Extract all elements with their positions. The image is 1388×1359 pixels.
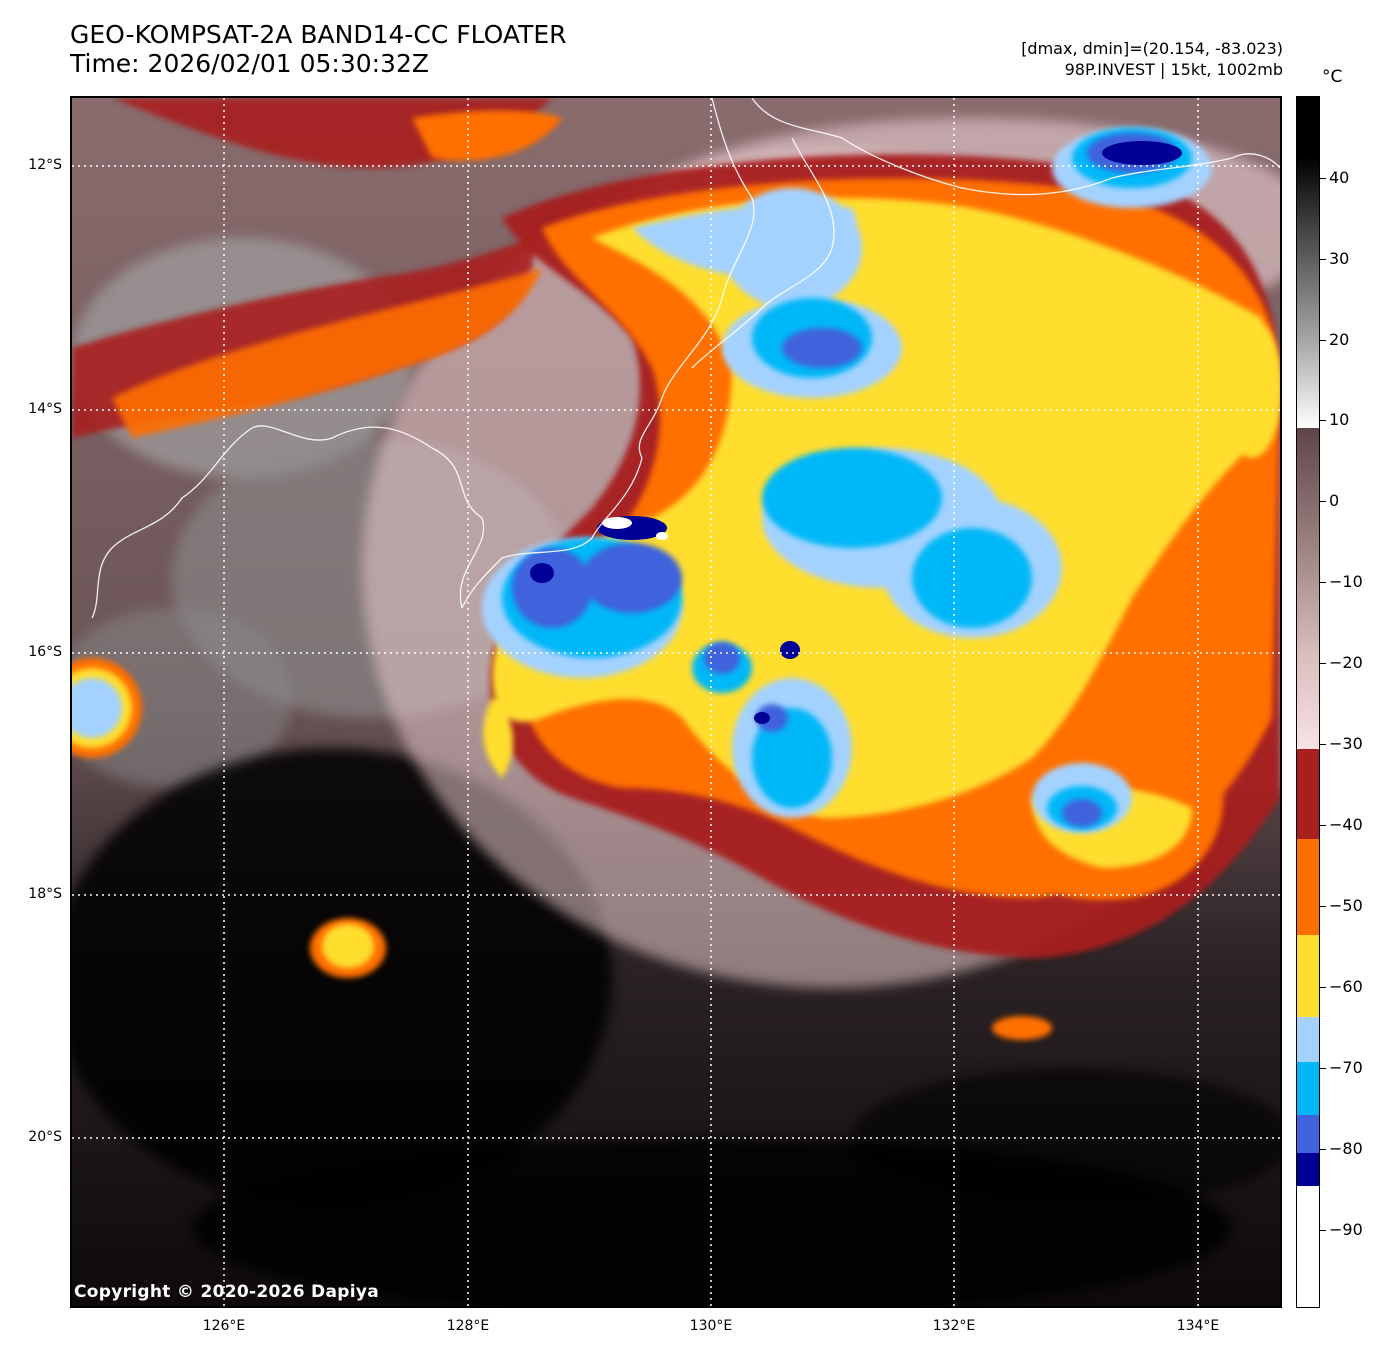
- dmax-dmin-readout: [dmax, dmin]=(20.154, -83.023): [1021, 39, 1283, 58]
- colorbar-lightblue-segment: [1297, 1017, 1319, 1062]
- coastline: [91, 98, 1280, 619]
- colorbar-tick: [1320, 501, 1326, 502]
- storm-info: [dmax, dmin]=(20.154, -83.023) 98P.INVES…: [1021, 38, 1283, 80]
- colorbar-white-segment: [1297, 1186, 1319, 1307]
- colorbar-darkred-segment: [1297, 749, 1319, 839]
- lon-label-130e: 130°E: [689, 1318, 733, 1334]
- lon-label-132e: 132°E: [932, 1318, 976, 1334]
- colorbar-label-40: 40: [1329, 168, 1350, 187]
- colorbar-label-minus20: −20: [1329, 653, 1363, 672]
- colorbar-label-minus50: −50: [1329, 896, 1363, 915]
- lat-label-12s: 12°S: [28, 157, 62, 173]
- dark-region-south: [72, 748, 1280, 1306]
- cold-cores: [530, 141, 1182, 724]
- lon-label-128e: 128°E: [446, 1318, 490, 1334]
- colorbar-blue-segment: [1297, 1115, 1319, 1153]
- colorbar-orange-segment: [1297, 839, 1319, 935]
- colorbar-tick: [1320, 340, 1326, 341]
- lat-label-14s: 14°S: [28, 401, 62, 417]
- lat-label-16s: 16°S: [28, 644, 62, 660]
- colorbar-label-30: 30: [1329, 249, 1350, 268]
- title-satellite: GEO-KOMPSAT-2A BAND14-CC FLOATER: [70, 20, 567, 49]
- colorbar-tick: [1320, 906, 1326, 907]
- colorbar-label-minus80: −80: [1329, 1139, 1363, 1158]
- satellite-map: [70, 96, 1282, 1308]
- colorbar-label-20: 20: [1329, 330, 1350, 349]
- ir-imagery: [72, 98, 1280, 1306]
- colorbar-tick: [1320, 1149, 1326, 1150]
- colorbar-tick: [1320, 178, 1326, 179]
- lat-label-18s: 18°S: [28, 886, 62, 902]
- title-time: Time: 2026/02/01 05:30:32Z: [70, 49, 429, 78]
- colorbar-label-minus10: −10: [1329, 572, 1363, 591]
- colorbar-yellow-segment: [1297, 935, 1319, 1017]
- colorbar-tick: [1320, 1068, 1326, 1069]
- colorbar-unit: °C: [1322, 67, 1343, 87]
- colorbar-tick: [1320, 582, 1326, 583]
- colorbar-tick: [1320, 663, 1326, 664]
- colorbar-tick: [1320, 1230, 1326, 1231]
- colorbar: [1296, 96, 1320, 1308]
- colorbar-tick: [1320, 259, 1326, 260]
- colorbar-label-minus30: −30: [1329, 734, 1363, 753]
- colorbar-label-minus40: −40: [1329, 815, 1363, 834]
- colorbar-label-minus90: −90: [1329, 1220, 1363, 1239]
- invest-info: 98P.INVEST | 15kt, 1002mb: [1064, 60, 1283, 79]
- colorbar-label-minus70: −70: [1329, 1058, 1363, 1077]
- colorbar-label-minus60: −60: [1329, 977, 1363, 996]
- copyright-text: Copyright © 2020-2026 Dapiya: [74, 1282, 379, 1302]
- lat-label-20s: 20°S: [28, 1129, 62, 1145]
- colorbar-tick: [1320, 420, 1326, 421]
- lon-label-126e: 126°E: [202, 1318, 246, 1334]
- colorbar-tick: [1320, 825, 1326, 826]
- colorbar-tick: [1320, 987, 1326, 988]
- figure-title: GEO-KOMPSAT-2A BAND14-CC FLOATER Time: 2…: [70, 20, 567, 78]
- colorbar-tick: [1320, 744, 1326, 745]
- colorbar-navy-segment: [1297, 1153, 1319, 1186]
- colorbar-grey-segment: [1297, 97, 1319, 428]
- colorbar-label-10: 10: [1329, 410, 1350, 429]
- colorbar-cyan-segment: [1297, 1062, 1319, 1115]
- colorbar-label-0: 0: [1329, 491, 1340, 510]
- lon-label-134e: 134°E: [1176, 1318, 1220, 1334]
- colorbar-brown-pink-segment: [1297, 428, 1319, 749]
